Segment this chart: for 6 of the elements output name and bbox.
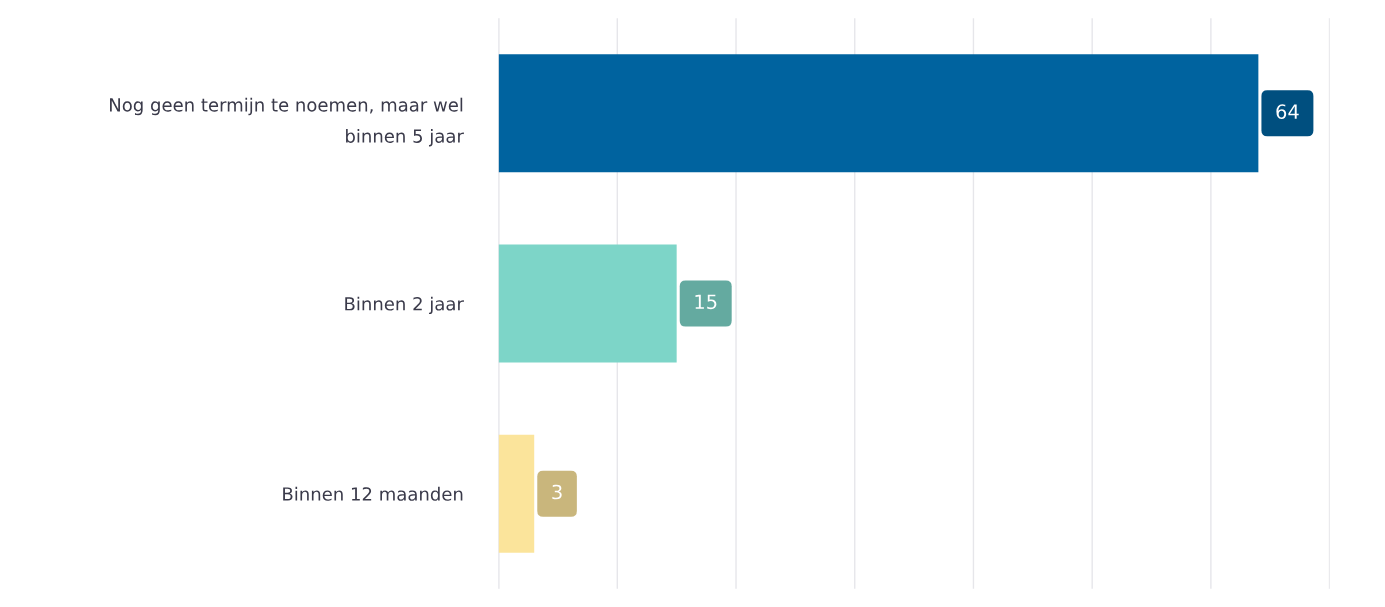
y-tick-label: Nog geen termijn te noemen, maar wel binnen 5 jaar bbox=[110, 97, 464, 147]
data-label: 64 bbox=[1276, 104, 1299, 119]
data-label: 3 bbox=[552, 484, 562, 500]
y-tick-label: Binnen 2 jaar bbox=[345, 296, 464, 315]
y-tick-label: Binnen 12 maanden bbox=[283, 486, 463, 501]
data-label: 15 bbox=[695, 294, 717, 310]
